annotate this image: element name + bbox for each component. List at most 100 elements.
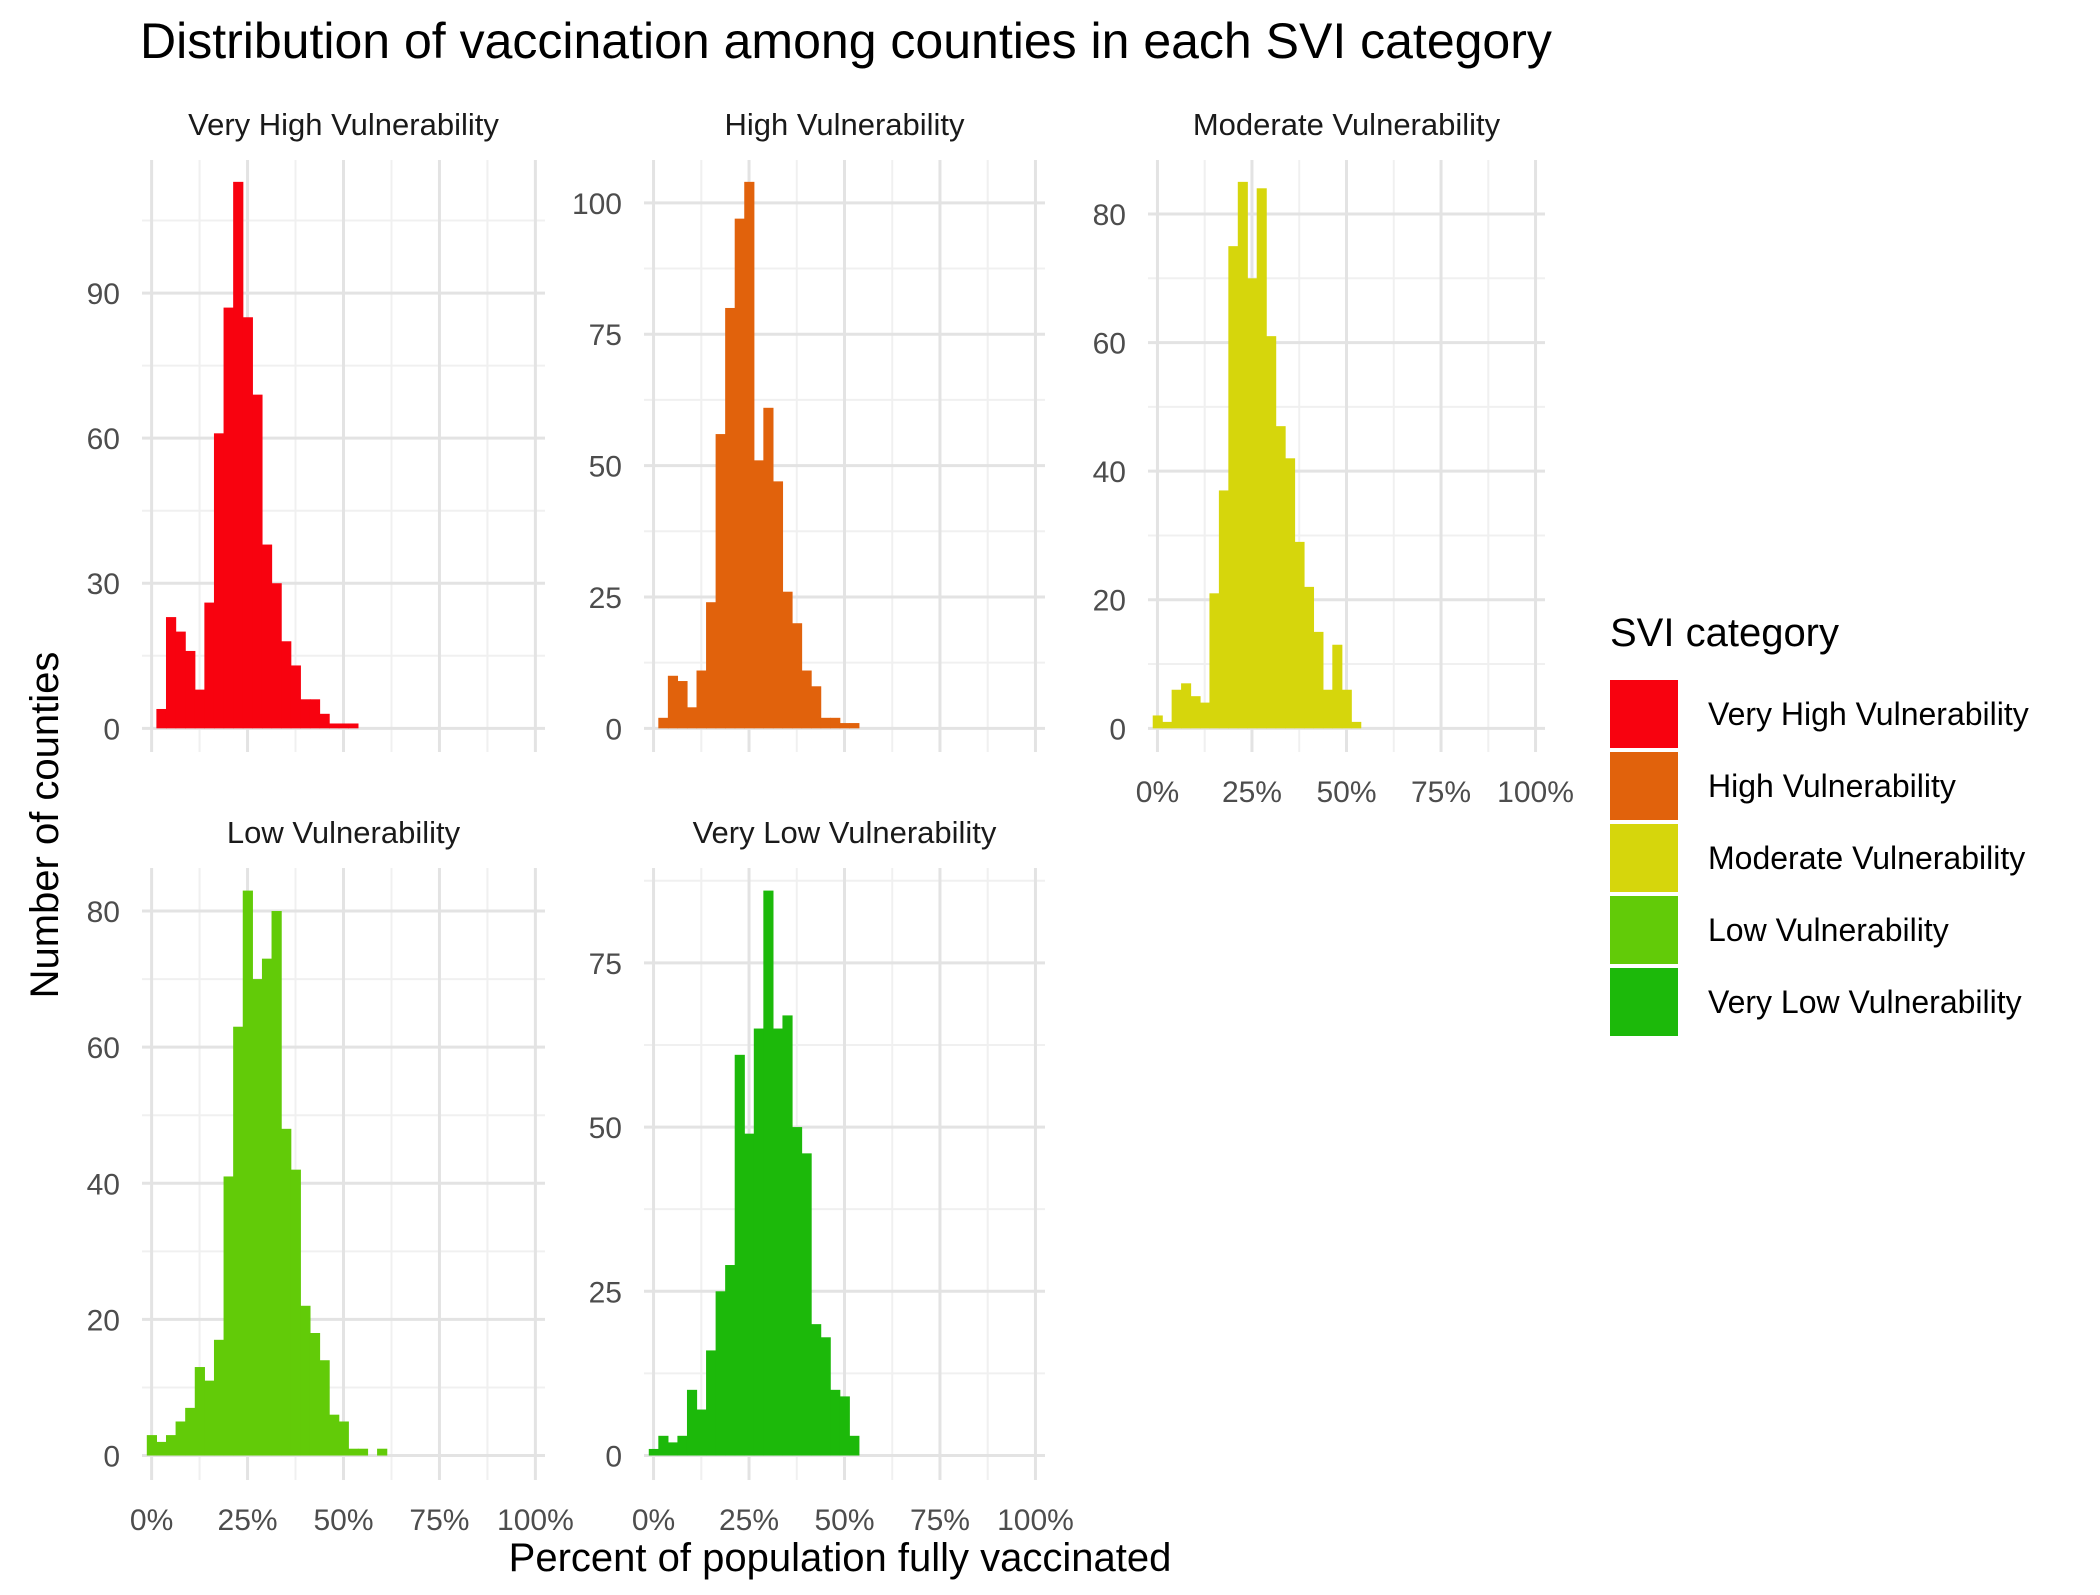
facet-strip-label: Moderate Vulnerability xyxy=(1193,107,1501,142)
legend-swatch xyxy=(1610,896,1678,964)
histogram-bar xyxy=(213,1339,225,1456)
histogram-bar xyxy=(165,617,177,729)
histogram-bar xyxy=(348,723,359,729)
x-axis-title: Percent of population fully vaccinated xyxy=(509,1536,1172,1580)
legend-title: SVI category xyxy=(1610,611,1839,655)
histogram-bar xyxy=(271,911,282,1456)
histogram-bar xyxy=(377,1448,388,1456)
histogram-bar xyxy=(686,1389,698,1456)
histogram-bar xyxy=(782,1015,793,1456)
histogram-bar xyxy=(348,1448,359,1456)
histogram-bar xyxy=(319,713,330,729)
histogram-bar xyxy=(1171,689,1182,729)
x-tick-label: 75% xyxy=(910,1504,970,1537)
y-tick-label: 40 xyxy=(1093,456,1126,489)
histogram-bar xyxy=(204,1380,215,1456)
legend-item-high-vulnerability: High Vulnerability xyxy=(1610,752,1956,820)
histogram-bar xyxy=(734,218,745,729)
histogram-bar xyxy=(1247,278,1258,729)
y-tick-label: 25 xyxy=(589,1276,622,1309)
histogram-bar xyxy=(763,407,774,729)
histogram-bar xyxy=(801,1153,812,1456)
histogram-bar xyxy=(1162,721,1173,729)
legend-swatch xyxy=(1610,968,1678,1036)
histogram-bar xyxy=(725,307,736,729)
histogram-bar xyxy=(677,1435,688,1456)
histogram-bar xyxy=(830,717,841,729)
x-tick-label: 50% xyxy=(313,1504,373,1537)
histogram-bar xyxy=(1190,696,1201,729)
histogram-bar xyxy=(357,1448,369,1456)
histogram-bar xyxy=(1209,593,1220,729)
histogram-bar xyxy=(667,675,679,729)
y-axis-title: Number of counties xyxy=(23,652,67,999)
histogram-bar xyxy=(300,1305,311,1456)
histogram-bar xyxy=(849,723,860,729)
y-tick-label: 50 xyxy=(589,1112,622,1145)
histogram-bar xyxy=(1351,721,1362,729)
x-tick-label: 25% xyxy=(719,1504,779,1537)
x-tick-label: 75% xyxy=(409,1504,469,1537)
histogram-bar xyxy=(1322,689,1333,729)
histogram-bar xyxy=(811,686,822,729)
histogram-bar xyxy=(146,1435,157,1456)
histogram-bar xyxy=(772,1028,784,1456)
histogram-bar xyxy=(725,1265,736,1456)
histogram-bar xyxy=(791,1127,803,1456)
y-tick-label: 40 xyxy=(87,1168,120,1201)
histogram-bar xyxy=(830,1389,841,1456)
histogram-bar xyxy=(281,1128,292,1456)
histogram-bar xyxy=(753,1028,764,1456)
y-tick-label: 75 xyxy=(589,319,622,352)
panel-low-vulnerability: Low Vulnerability 0 20 40 60 80 0% 25% 50% 75% 100… xyxy=(87,815,574,1537)
histogram-bar xyxy=(1181,683,1192,729)
histogram-bar xyxy=(290,665,301,729)
histogram-bar xyxy=(223,1176,234,1456)
histogram-bar xyxy=(175,631,186,729)
histogram-bar xyxy=(1313,631,1324,729)
histogram-bar xyxy=(1275,426,1286,729)
y-tick-label: 0 xyxy=(605,1441,622,1474)
facet-strip-label: Low Vulnerability xyxy=(227,815,461,850)
y-tick-label: 30 xyxy=(87,568,120,601)
histogram-bar xyxy=(715,1291,726,1456)
y-tick-label: 20 xyxy=(1093,585,1126,618)
panel-moderate-vulnerability: Moderate Vulnerability 0 20 40 60 80 0% 25% 50% 7… xyxy=(1093,107,1574,809)
x-tick-label: 100% xyxy=(997,1504,1074,1537)
x-tick-label: 25% xyxy=(218,1504,278,1537)
histogram-bar xyxy=(156,1441,167,1456)
legend-item-very-low-vulnerability: Very Low Vulnerability xyxy=(1610,968,2022,1036)
histogram-bar xyxy=(165,1435,177,1456)
x-tick-label: 0% xyxy=(632,1504,675,1537)
histogram-bar xyxy=(233,1026,244,1456)
histogram-bar xyxy=(1152,715,1163,729)
y-tick-label: 60 xyxy=(87,423,120,456)
y-tick-label: 25 xyxy=(589,582,622,615)
histogram-bar xyxy=(213,433,225,729)
histogram-bar xyxy=(329,1414,340,1456)
y-tick-label: 80 xyxy=(87,896,120,929)
histogram-bar xyxy=(1294,541,1305,729)
histogram-bar xyxy=(223,307,234,729)
y-tick-label: 0 xyxy=(1109,713,1126,746)
y-tick-label: 0 xyxy=(103,713,120,746)
histogram-bar xyxy=(185,650,196,729)
histogram-bar xyxy=(175,1421,186,1456)
legend: SVI category Very High Vulnerability High… xyxy=(1610,611,2029,1036)
histogram-bar xyxy=(820,1337,831,1456)
panel-high-vulnerability: High Vulnerability 0 25 50 75 100 xyxy=(572,107,1045,752)
y-tick-label: 60 xyxy=(1093,328,1126,361)
y-tick-label: 60 xyxy=(87,1032,120,1065)
histogram-bar xyxy=(185,1407,196,1456)
histogram-bar xyxy=(1285,458,1296,729)
y-tick-label: 90 xyxy=(87,278,120,311)
x-tick-label: 0% xyxy=(1136,776,1179,809)
histogram-bar xyxy=(338,1421,349,1456)
facet-strip-label: Very Low Vulnerability xyxy=(693,815,997,850)
histogram-bar xyxy=(839,723,850,729)
histogram-bar xyxy=(658,717,669,729)
histogram-bar xyxy=(734,1054,745,1456)
legend-label: Low Vulnerability xyxy=(1708,912,1949,948)
histogram-bar xyxy=(300,699,311,729)
